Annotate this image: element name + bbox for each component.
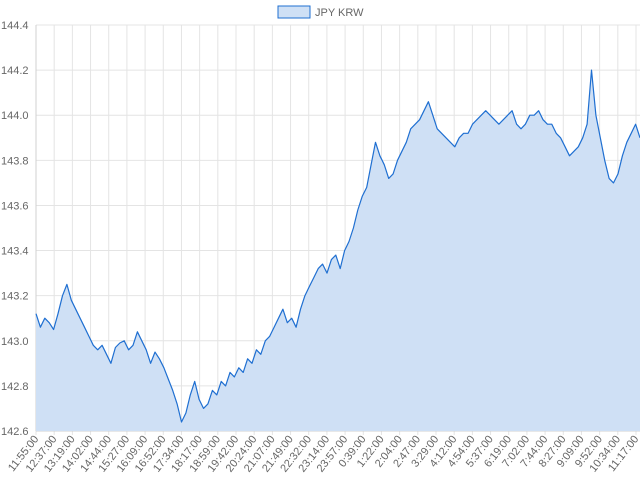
y-tick-label: 143.8 xyxy=(1,155,29,167)
y-tick-label: 143.4 xyxy=(1,246,29,258)
series-line xyxy=(35,69,640,423)
y-tick-label: 144.4 xyxy=(1,20,29,32)
legend[interactable]: JPY KRW xyxy=(277,5,364,19)
series-area xyxy=(36,70,640,431)
legend-label: JPY KRW xyxy=(315,7,364,19)
y-tick-label: 142.6 xyxy=(1,426,29,438)
y-tick-label: 142.8 xyxy=(1,381,29,393)
legend-swatch xyxy=(277,5,311,19)
plot-area xyxy=(35,69,640,431)
y-tick-label: 143.0 xyxy=(1,336,29,348)
y-tick-label: 144.0 xyxy=(1,110,29,122)
x-axis: 11:55:0012:37:0013:19:0014:02:0014:44:00… xyxy=(6,433,640,474)
y-tick-label: 143.6 xyxy=(1,200,29,212)
y-axis: 144.4 144.2 144.0 143.8 143.6 143.4 143.2 143.0… xyxy=(1,20,29,438)
y-tick-label: 143.2 xyxy=(1,291,29,303)
y-tick-label: 144.2 xyxy=(1,65,29,77)
